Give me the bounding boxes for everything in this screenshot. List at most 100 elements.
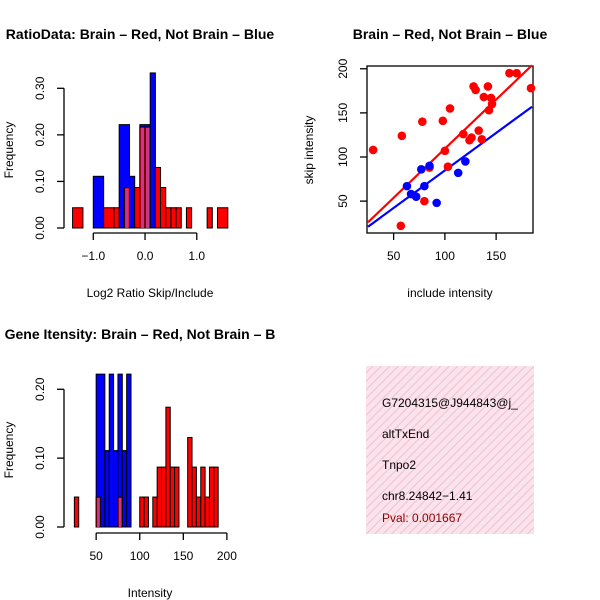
- intensity-hist-bar-not-brain: [113, 450, 119, 528]
- intensity-hist-bar-brain: [204, 496, 210, 528]
- scatter-point-brain: [474, 126, 484, 135]
- intensity-hist-bar-brain: [165, 406, 171, 528]
- intensity-hist-bar-brain: [187, 436, 193, 528]
- intensity-hist-bar-brain: [195, 496, 202, 528]
- ratio-hist-bar-not-brain: [129, 175, 136, 229]
- intensity-hist-y-tick-label: 0.00: [33, 515, 47, 539]
- ratio-hist-x-tick-label: 1.0: [188, 249, 205, 263]
- scatter-point-brain: [418, 117, 427, 127]
- scatter-point-brain: [471, 85, 480, 95]
- scatter-plot-box: [366, 65, 534, 234]
- intensity-hist-bar-brain: [208, 466, 215, 528]
- scatter-point-brain: [445, 104, 455, 113]
- intensity-hist-title: Gene Itensity: Brain – Red, Not Brain – …: [5, 326, 276, 342]
- scatter-point-brain: [368, 145, 378, 155]
- gene-name-text: Tnpo2: [382, 458, 416, 472]
- intensity-hist-xlabel: Intensity: [128, 586, 173, 600]
- scatter-point-not-brain: [461, 157, 470, 166]
- scatter-point-brain: [479, 92, 489, 102]
- intensity-hist-bar-not-brain: [121, 450, 128, 528]
- intensity-hist-bar-brain: [152, 496, 158, 528]
- intensity-hist-bar-brain: [73, 496, 80, 528]
- location-text: chr8.24842−1.41: [382, 489, 473, 503]
- scatter-regression-lines: [367, 64, 533, 228]
- scatter-point-brain: [459, 129, 468, 139]
- intensity-hist-bar-brain: [139, 496, 145, 528]
- intensity-hist-bar-overlap: [97, 498, 100, 527]
- intensity-hist-bar-brain: [213, 466, 219, 528]
- scatter-point-brain: [420, 196, 429, 206]
- ratio-hist-y-tick-label: 0.00: [33, 216, 47, 240]
- intensity-hist-y-tick-label: 0.20: [33, 377, 47, 401]
- scatter-point-not-brain: [420, 181, 429, 191]
- intensity-hist-bar-brain: [169, 466, 176, 528]
- ratio-hist-bar-not-brain: [92, 175, 105, 229]
- scatter-point-brain: [526, 83, 536, 93]
- scatter-point-not-brain: [453, 168, 463, 178]
- ratio-hist-bar-brain: [206, 207, 213, 229]
- scatter-point-brain: [443, 162, 453, 172]
- ratio-hist-bars: [72, 72, 229, 229]
- pval-text: Pval: 0.001667: [382, 511, 462, 525]
- intensity-hist-bar-not-brain: [108, 373, 115, 528]
- scatter-point-brain: [512, 68, 521, 78]
- event-type-text: altTxEnd: [382, 427, 429, 441]
- scatter-y-tick-label: 50: [336, 194, 350, 208]
- ratio-hist-bar-brain: [154, 166, 162, 229]
- scatter-x-tick-label: 150: [486, 249, 506, 263]
- scatter-point-brain: [396, 221, 406, 231]
- ratio-hist-bar-overlap: [146, 127, 150, 228]
- scatter-point-not-brain: [411, 192, 421, 202]
- ratio-hist-bar-overlap: [140, 127, 145, 228]
- ratio-hist-bar-brain: [216, 207, 229, 229]
- scatter-point-brain: [483, 82, 493, 91]
- scatter-point-not-brain: [402, 181, 412, 191]
- ratio-histogram-panel: RatioData: Brain – Red, Not Brain – Blue…: [2, 26, 274, 300]
- ratio-hist-bar-not-brain: [149, 72, 156, 229]
- scatter-ylabel: skip intensity: [302, 116, 316, 185]
- regression-line-brain: [367, 64, 533, 224]
- probe-id-text: G7204315@J944843@j_: [382, 396, 518, 410]
- scatter-point-not-brain: [432, 198, 441, 208]
- intensity-hist-bar-overlap: [118, 498, 122, 527]
- scatter-point-brain: [477, 135, 487, 144]
- ratio-hist-ylabel: Frequency: [2, 122, 16, 179]
- intensity-histogram-panel: Gene Itensity: Brain – Red, Not Brain – …: [2, 326, 275, 600]
- scatter-point-brain: [487, 99, 497, 109]
- scatter-axes: 50 100 150 50 100 150 200: [336, 58, 506, 263]
- ratio-hist-bar-brain: [134, 186, 141, 229]
- scatter-title: Brain – Red, Not Brain – Blue: [353, 26, 548, 42]
- ratio-hist-axes: −1.0 0.0 1.0 0.00 0.10 0.20 0.30: [33, 76, 205, 263]
- scatter-point-brain: [505, 68, 514, 78]
- ratio-hist-bar-overlap: [125, 188, 129, 228]
- ratio-hist-bar-brain: [72, 207, 84, 229]
- ratio-hist-bar-brain: [165, 207, 172, 229]
- scatter-y-tick-label: 200: [336, 58, 350, 78]
- intensity-hist-x-tick-label: 50: [89, 549, 103, 563]
- ratio-hist-bar-brain: [113, 207, 120, 229]
- ratio-hist-bar-brain: [170, 207, 177, 229]
- intensity-hist-x-tick-label: 200: [217, 549, 237, 563]
- scatter-y-tick-label: 150: [336, 103, 350, 123]
- scatter-panel: Brain – Red, Not Brain – Blue 50 100 15050…: [302, 26, 547, 300]
- scatter-x-tick-label: 50: [387, 249, 401, 263]
- scatter-point-not-brain: [425, 161, 434, 171]
- intensity-hist-bar-brain: [174, 466, 180, 528]
- scatter-point-brain: [440, 146, 450, 156]
- intensity-hist-bars: [73, 373, 219, 528]
- intensity-hist-bar-brain: [191, 466, 197, 528]
- scatter-y-tick-label: 100: [336, 147, 350, 167]
- ratio-hist-title: RatioData: Brain – Red, Not Brain – Blue: [6, 26, 275, 42]
- intensity-hist-y-tick-label: 0.10: [33, 446, 47, 470]
- ratio-hist-bar-brain: [175, 207, 182, 229]
- ratio-hist-x-tick-label: 0.0: [137, 249, 154, 263]
- intensity-hist-bar-brain: [156, 466, 163, 528]
- ratio-hist-x-tick-label: −1.0: [81, 249, 105, 263]
- ratio-hist-xlabel: Log2 Ratio Skip/Include: [87, 286, 214, 300]
- intensity-hist-x-tick-label: 100: [130, 549, 150, 563]
- scatter-xlabel: include intensity: [407, 286, 492, 300]
- ratio-hist-bar-brain: [185, 207, 193, 229]
- scatter-x-tick-label: 100: [435, 249, 455, 263]
- ratio-hist-y-tick-label: 0.30: [33, 76, 47, 100]
